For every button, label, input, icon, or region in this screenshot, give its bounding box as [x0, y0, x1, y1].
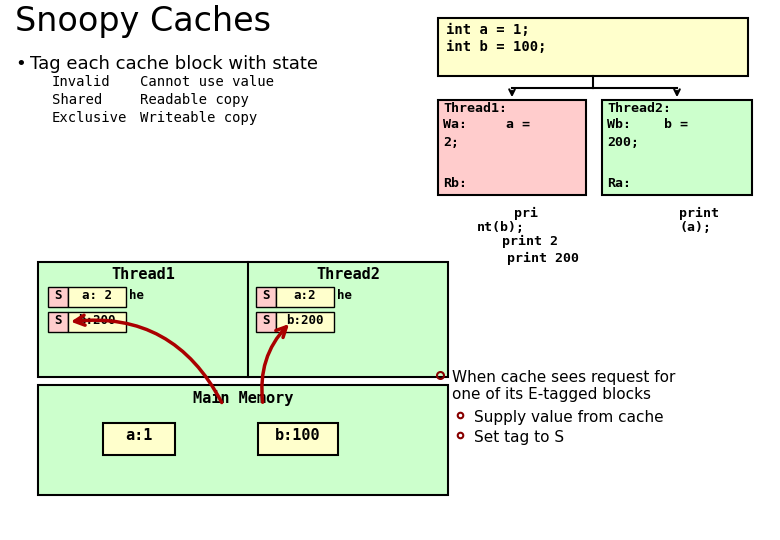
Text: a:2: a:2 [294, 289, 316, 302]
Text: S: S [55, 314, 62, 327]
FancyBboxPatch shape [256, 312, 276, 332]
Text: he: he [337, 289, 352, 302]
Text: print: print [679, 207, 719, 220]
Text: When cache sees request for: When cache sees request for [452, 370, 675, 385]
Text: he: he [129, 289, 144, 302]
Text: Set tag to S: Set tag to S [474, 430, 564, 445]
FancyBboxPatch shape [48, 312, 68, 332]
Text: one of its E-tagged blocks: one of its E-tagged blocks [452, 387, 651, 402]
Text: S: S [262, 289, 270, 302]
Text: Snoopy Caches: Snoopy Caches [15, 5, 271, 38]
FancyBboxPatch shape [256, 287, 276, 307]
Text: print 200: print 200 [507, 252, 579, 265]
Text: 200;: 200; [607, 136, 639, 149]
Text: Thread2: Thread2 [316, 267, 380, 282]
FancyBboxPatch shape [258, 423, 338, 455]
FancyBboxPatch shape [438, 100, 586, 195]
Text: int b = 100;: int b = 100; [446, 40, 547, 54]
Text: Tag each cache block with state: Tag each cache block with state [30, 55, 318, 73]
Text: Thread1: Thread1 [111, 267, 175, 282]
Text: a: 2: a: 2 [82, 289, 112, 302]
Text: b:100: b:100 [275, 428, 321, 443]
Text: Readable copy: Readable copy [140, 93, 249, 107]
FancyBboxPatch shape [68, 312, 126, 332]
Text: Exclusive: Exclusive [52, 111, 127, 125]
Text: Cannot use value: Cannot use value [140, 75, 274, 89]
FancyBboxPatch shape [276, 287, 334, 307]
Text: Thread2:: Thread2: [607, 102, 671, 115]
Text: S: S [55, 289, 62, 302]
FancyBboxPatch shape [38, 385, 448, 495]
Text: Invalid: Invalid [52, 75, 111, 89]
Text: Wb:: Wb: [607, 118, 631, 131]
FancyBboxPatch shape [276, 312, 334, 332]
Text: Thread1:: Thread1: [443, 102, 507, 115]
Text: b:200: b:200 [286, 314, 324, 327]
FancyBboxPatch shape [103, 423, 175, 455]
FancyBboxPatch shape [438, 18, 748, 76]
Text: int a = 1;: int a = 1; [446, 23, 530, 37]
Text: Rb:: Rb: [443, 177, 467, 190]
Text: S: S [262, 314, 270, 327]
Text: •: • [15, 55, 26, 73]
Text: 2;: 2; [443, 136, 459, 149]
FancyBboxPatch shape [602, 100, 752, 195]
Text: Supply value from cache: Supply value from cache [474, 410, 664, 425]
FancyBboxPatch shape [68, 287, 126, 307]
Text: Writeable copy: Writeable copy [140, 111, 257, 125]
Text: Main Memory: Main Memory [193, 390, 293, 406]
Text: Wa:: Wa: [443, 118, 467, 131]
FancyBboxPatch shape [48, 287, 68, 307]
Text: a =: a = [506, 118, 530, 131]
FancyBboxPatch shape [38, 262, 448, 377]
Text: pri: pri [514, 207, 538, 220]
Text: a:1: a:1 [126, 428, 153, 443]
Text: Shared: Shared [52, 93, 102, 107]
Text: Ra:: Ra: [607, 177, 631, 190]
Text: b =: b = [664, 118, 688, 131]
Text: b:200: b:200 [78, 314, 115, 327]
Text: (a);: (a); [679, 221, 711, 234]
Text: nt(b);: nt(b); [477, 221, 525, 234]
Text: print 2: print 2 [502, 235, 558, 248]
